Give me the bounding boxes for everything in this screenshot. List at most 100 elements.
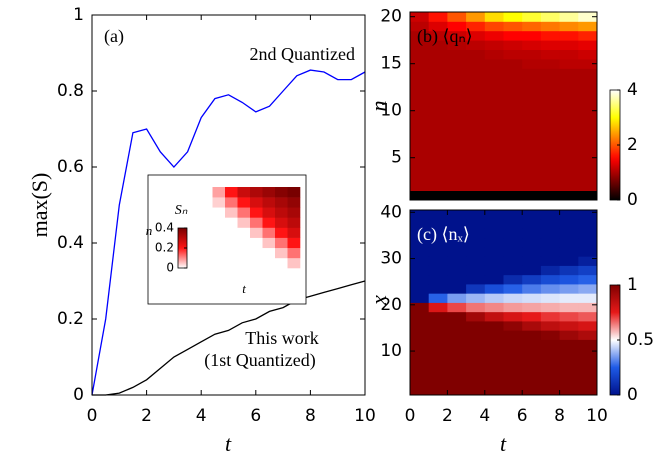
heatmap-cell <box>484 40 504 50</box>
heatmap-cell <box>225 227 238 238</box>
heatmap-cell <box>578 143 598 154</box>
heatmap-cell <box>275 207 288 218</box>
heatmap-cell <box>559 284 579 294</box>
heatmap-cell <box>212 237 226 249</box>
heatmap-cell <box>578 293 598 303</box>
y-tick-label: 30 <box>380 249 402 269</box>
heatmap-cell <box>540 237 560 248</box>
heatmap-cell <box>410 181 430 191</box>
heatmap-cell <box>484 311 504 322</box>
heatmap-cell <box>522 228 542 239</box>
heatmap-cell <box>559 219 579 229</box>
heatmap-cell <box>578 358 598 368</box>
heatmap-cell <box>522 274 542 285</box>
heatmap-cell <box>466 376 486 387</box>
heatmap-cell <box>447 115 467 126</box>
heatmap-cell <box>559 321 579 331</box>
heatmap-cell <box>540 153 560 163</box>
heatmap-cell <box>275 197 288 208</box>
heatmap-cell <box>559 96 579 107</box>
heatmap-cell <box>410 385 430 396</box>
y-tick-label: 10 <box>380 101 402 121</box>
heatmap-cell <box>503 190 523 201</box>
heatmap-cell <box>578 68 598 79</box>
heatmap-cell <box>466 321 486 331</box>
heatmap-cell <box>200 187 213 198</box>
heatmap-cell <box>410 284 430 294</box>
heatmap-cell <box>466 256 486 266</box>
heatmap-cell <box>428 153 448 163</box>
heatmap-cell <box>466 311 486 322</box>
heatmap-cell <box>410 134 430 144</box>
heatmap-cell <box>484 171 504 182</box>
heatmap-cell <box>410 124 430 135</box>
heatmap-cell <box>410 21 430 32</box>
heatmap-cell <box>484 49 504 60</box>
heatmap-cell <box>540 87 560 97</box>
heatmap-cell <box>466 59 486 69</box>
heatmap-cell <box>466 30 486 41</box>
heatmap-cell <box>410 59 430 69</box>
heatmap-cell <box>466 40 486 50</box>
heatmap-cell <box>484 106 504 116</box>
heatmap-cell <box>503 330 523 340</box>
heatmap-cell <box>428 367 448 377</box>
heatmap-cell <box>578 106 598 116</box>
y-axis-label: max(S) <box>27 173 52 238</box>
heatmap-cell <box>522 358 542 368</box>
heatmap-cell <box>466 12 486 22</box>
heatmap-cell <box>428 293 448 303</box>
heatmap-cell <box>522 376 542 387</box>
heatmap-cell <box>559 77 579 88</box>
heatmap-cell <box>484 124 504 135</box>
heatmap-cell <box>559 49 579 60</box>
heatmap-cell <box>578 376 598 387</box>
x-tick-label: 2 <box>442 406 453 426</box>
heatmap-cell <box>522 134 542 144</box>
heatmap-cell <box>466 171 486 182</box>
heatmap-cell <box>410 171 430 182</box>
heatmap-cell <box>447 171 467 182</box>
heatmap-cell <box>522 302 542 313</box>
x-tick-label: 6 <box>517 406 528 426</box>
heatmap-cell <box>522 77 542 88</box>
y-tick-label: 20 <box>380 295 402 315</box>
heatmap-cell <box>484 293 504 303</box>
heatmap-cell <box>447 256 467 266</box>
heatmap-cell <box>578 247 598 257</box>
heatmap-cell <box>522 143 542 154</box>
heatmap-cell <box>559 348 579 359</box>
heatmap-cell <box>287 187 301 198</box>
heatmap-cell <box>522 284 542 294</box>
heatmap-cell <box>522 339 542 350</box>
x-tick-label: 10 <box>354 406 376 426</box>
heatmap-cell <box>503 21 523 32</box>
heatmap-cell <box>410 348 430 359</box>
colorbar-tick-label: 1 <box>627 275 638 295</box>
heatmap-cell <box>287 257 301 269</box>
heatmap-cell <box>225 247 238 259</box>
heatmap-cell <box>503 385 523 396</box>
heatmap-cell <box>447 274 467 285</box>
heatmap-cell <box>540 219 560 229</box>
heatmap-cell <box>503 321 523 331</box>
heatmap-cell <box>578 190 598 201</box>
heatmap-cell <box>522 162 542 173</box>
heatmap-cell <box>559 293 579 303</box>
heatmap-cell <box>250 207 263 218</box>
heatmap-cell <box>428 106 448 116</box>
heatmap-cell <box>484 358 504 368</box>
heatmap-cell <box>578 274 598 285</box>
heatmap-cell <box>447 12 467 22</box>
heatmap-cell <box>410 210 430 220</box>
heatmap-cell <box>540 302 560 313</box>
heatmap-cell <box>428 265 448 276</box>
heatmap-cell <box>503 210 523 220</box>
heatmap-cell <box>225 207 238 218</box>
heatmap-cell <box>428 21 448 32</box>
heatmap-cell <box>522 21 542 32</box>
heatmap-cell <box>200 247 213 259</box>
heatmap-cell <box>484 68 504 79</box>
heatmap-cell <box>212 217 226 228</box>
heatmap-cell <box>447 190 467 201</box>
